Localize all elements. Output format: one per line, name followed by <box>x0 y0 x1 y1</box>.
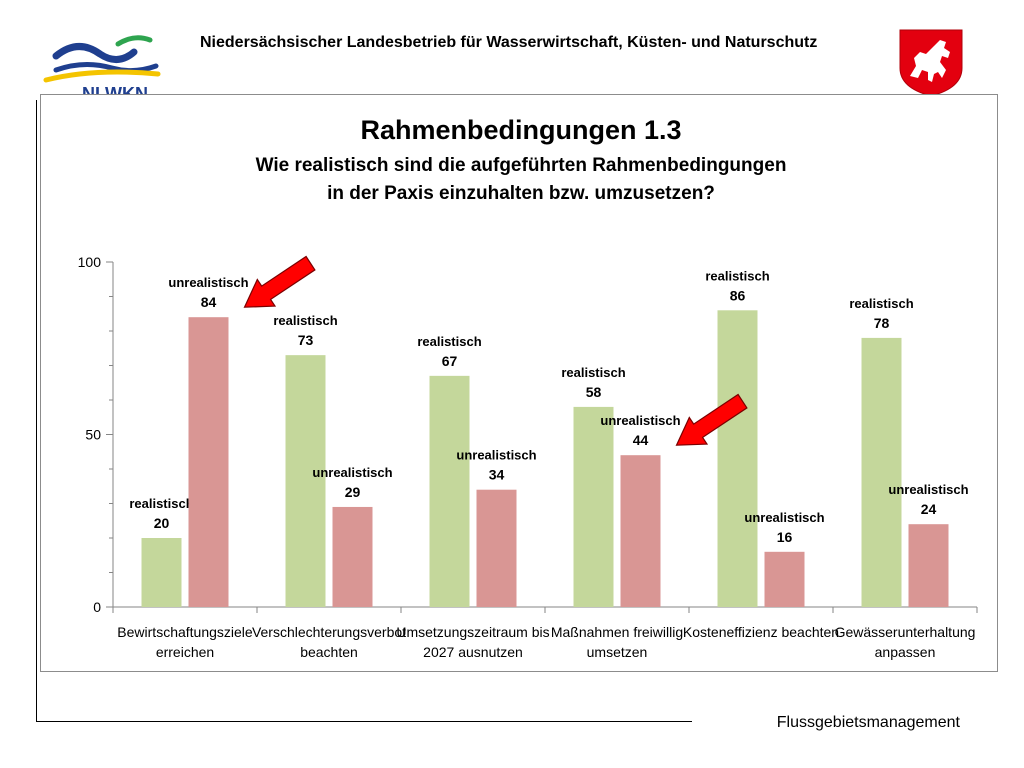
data-label-series-name: realistisch <box>417 334 481 349</box>
highlight-arrow-icon <box>243 255 316 308</box>
bar-unrealistisch <box>476 489 517 607</box>
bar-realistisch <box>141 538 182 607</box>
y-tick-label: 0 <box>93 599 101 615</box>
x-category-label: erreichen <box>156 644 214 660</box>
data-label-series-name: realistisch <box>849 296 913 311</box>
chart-title: Rahmenbedingungen 1.3 <box>360 115 681 145</box>
bar-unrealistisch <box>908 524 949 607</box>
data-label-value: 58 <box>586 384 602 400</box>
x-category-label: 2027 ausnutzen <box>423 644 523 660</box>
bar-unrealistisch <box>332 506 373 607</box>
bar-unrealistisch <box>188 317 229 607</box>
bar-chart: Rahmenbedingungen 1.3 Wie realistisch si… <box>78 115 978 660</box>
x-category-label: umsetzen <box>587 644 648 660</box>
bar-unrealistisch <box>620 455 661 607</box>
bar-realistisch <box>285 355 326 607</box>
data-label-value: 24 <box>921 501 937 517</box>
data-label-series-name: realistisch <box>129 496 193 511</box>
x-category-label: Bewirtschaftungsziele <box>117 624 253 640</box>
x-category-label: Gewässerunterhaltung <box>835 624 976 640</box>
nlwkn-logo: NLWKN <box>38 30 168 96</box>
data-label-value: 78 <box>874 315 890 331</box>
chart-subtitle-line-2: in der Paxis einzuhalten bzw. umzusetzen… <box>327 183 715 204</box>
data-label-series-name: unrealistisch <box>744 510 824 525</box>
data-label-series-name: unrealistisch <box>600 413 680 428</box>
x-category-label: anpassen <box>875 644 936 660</box>
data-label-value: 84 <box>201 294 217 310</box>
data-label-value: 34 <box>489 467 505 483</box>
y-tick-label: 100 <box>78 254 102 270</box>
x-category-label: beachten <box>300 644 358 660</box>
x-category-label: Verschlechterungsverbot <box>252 624 406 640</box>
data-label-value: 20 <box>154 515 170 531</box>
data-label-value: 67 <box>442 353 458 369</box>
bar-realistisch <box>573 406 614 607</box>
footer-label: Flussgebietsmanagement <box>776 714 960 731</box>
data-label-series-name: unrealistisch <box>888 482 968 497</box>
chart-container: Rahmenbedingungen 1.3 Wie realistisch si… <box>40 94 998 672</box>
highlight-arrow-icon <box>675 393 748 446</box>
data-label-series-name: unrealistisch <box>168 275 248 290</box>
data-label-series-name: realistisch <box>273 313 337 328</box>
logo-text: NLWKN <box>82 84 148 96</box>
data-label-series-name: realistisch <box>561 365 625 380</box>
data-label-series-name: realistisch <box>705 268 769 283</box>
data-label-value: 29 <box>345 484 361 500</box>
bar-realistisch <box>861 337 902 607</box>
data-label-value: 86 <box>730 287 746 303</box>
x-category-label: Umsetzungszeitraum bis <box>396 624 549 640</box>
lower-saxony-crest-icon <box>896 28 966 98</box>
x-category-label: Kosteneffizienz beachten <box>683 624 839 640</box>
x-category-label: Maßnahmen freiwillig <box>551 624 683 640</box>
y-tick-label: 50 <box>85 427 101 443</box>
bar-realistisch <box>717 310 758 607</box>
chart-subtitle-line-1: Wie realistisch sind die aufgeführten Ra… <box>256 155 787 176</box>
data-label-value: 44 <box>633 432 649 448</box>
bar-unrealistisch <box>764 551 805 607</box>
data-label-value: 16 <box>777 529 793 545</box>
slide-frame-left-line <box>36 100 37 722</box>
data-label-value: 73 <box>298 332 314 348</box>
data-label-series-name: unrealistisch <box>312 465 392 480</box>
data-label-series-name: unrealistisch <box>456 448 536 463</box>
bar-realistisch <box>429 375 470 607</box>
organization-name: Niedersächsischer Landesbetrieb für Wass… <box>200 34 818 51</box>
slide-frame-bottom-line <box>36 721 692 722</box>
